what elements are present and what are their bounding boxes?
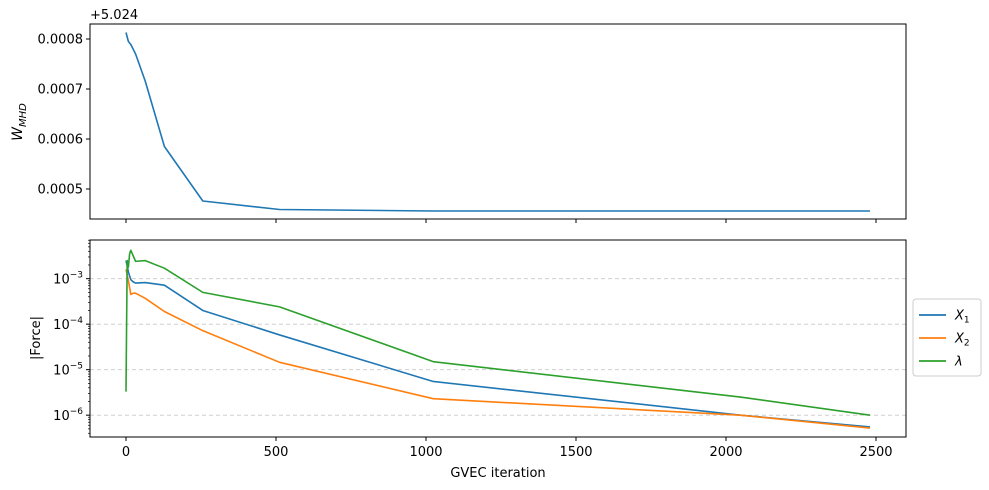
bottom-y-ticks: 10−6 10−5 10−4 10−3 [53, 239, 90, 434]
top-y-ticks: 0.0005 0.0006 0.0007 0.0008 [38, 33, 90, 198]
legend-label: λ [954, 355, 963, 370]
bottom-y-tick-label: 10−6 [53, 407, 83, 424]
bottom-x-tick-label: 1500 [559, 445, 592, 460]
bottom-x-tick-label: 1000 [409, 445, 442, 460]
bottom-x-tick-label: 0 [122, 445, 130, 460]
bottom-plot-frame [89, 239, 907, 438]
top-y-tick-label: 0.0005 [38, 183, 84, 198]
bottom-x-tick-label: 2500 [859, 445, 892, 460]
legend-label: X1 [954, 309, 970, 326]
top-offset-label: +5.024 [90, 8, 138, 23]
bottom-gridlines [90, 278, 906, 416]
bottom-series-line [125, 260, 871, 428]
bottom-axes: 10−6 10−5 10−4 10−3 0 500 1000 1500 2000 2500 |F… [29, 239, 907, 481]
top-y-axis-label-main: W [10, 126, 26, 141]
top-axes: +5.024 0.0005 0.0006 0.0007 0.0008 WMHD [10, 8, 907, 223]
bottom-series-line [125, 269, 871, 429]
bottom-y-axis-label: |Force| [29, 316, 44, 360]
bottom-x-ticks: 0 500 1000 1500 2000 2500 [122, 437, 893, 460]
bottom-y-tick-label: 10−5 [53, 362, 83, 379]
top-x-ticks [125, 219, 877, 223]
top-y-tick-label: 0.0006 [38, 133, 84, 148]
legend-label: X2 [954, 332, 970, 349]
bottom-series-line [125, 249, 871, 416]
top-series-line [125, 32, 870, 212]
top-y-axis-label-sub: MHD [18, 103, 29, 127]
bottom-x-tick-label: 500 [264, 445, 289, 460]
legend-entries: X1 X2 λ [919, 309, 970, 370]
bottom-y-tick-label: 10−3 [53, 271, 83, 288]
top-series-lines [125, 32, 870, 212]
top-y-tick-label: 0.0007 [38, 83, 84, 98]
legend: X1 X2 λ [912, 298, 982, 377]
bottom-y-tick-label: 10−4 [53, 316, 83, 333]
x-axis-label: GVEC iteration [450, 466, 545, 481]
legend-box [912, 298, 982, 377]
bottom-series-lines [125, 249, 871, 429]
top-y-axis-label: WMHD [10, 103, 29, 141]
top-y-tick-label: 0.0008 [38, 33, 84, 48]
bottom-x-tick-label: 2000 [709, 445, 742, 460]
top-plot-frame [89, 23, 907, 220]
